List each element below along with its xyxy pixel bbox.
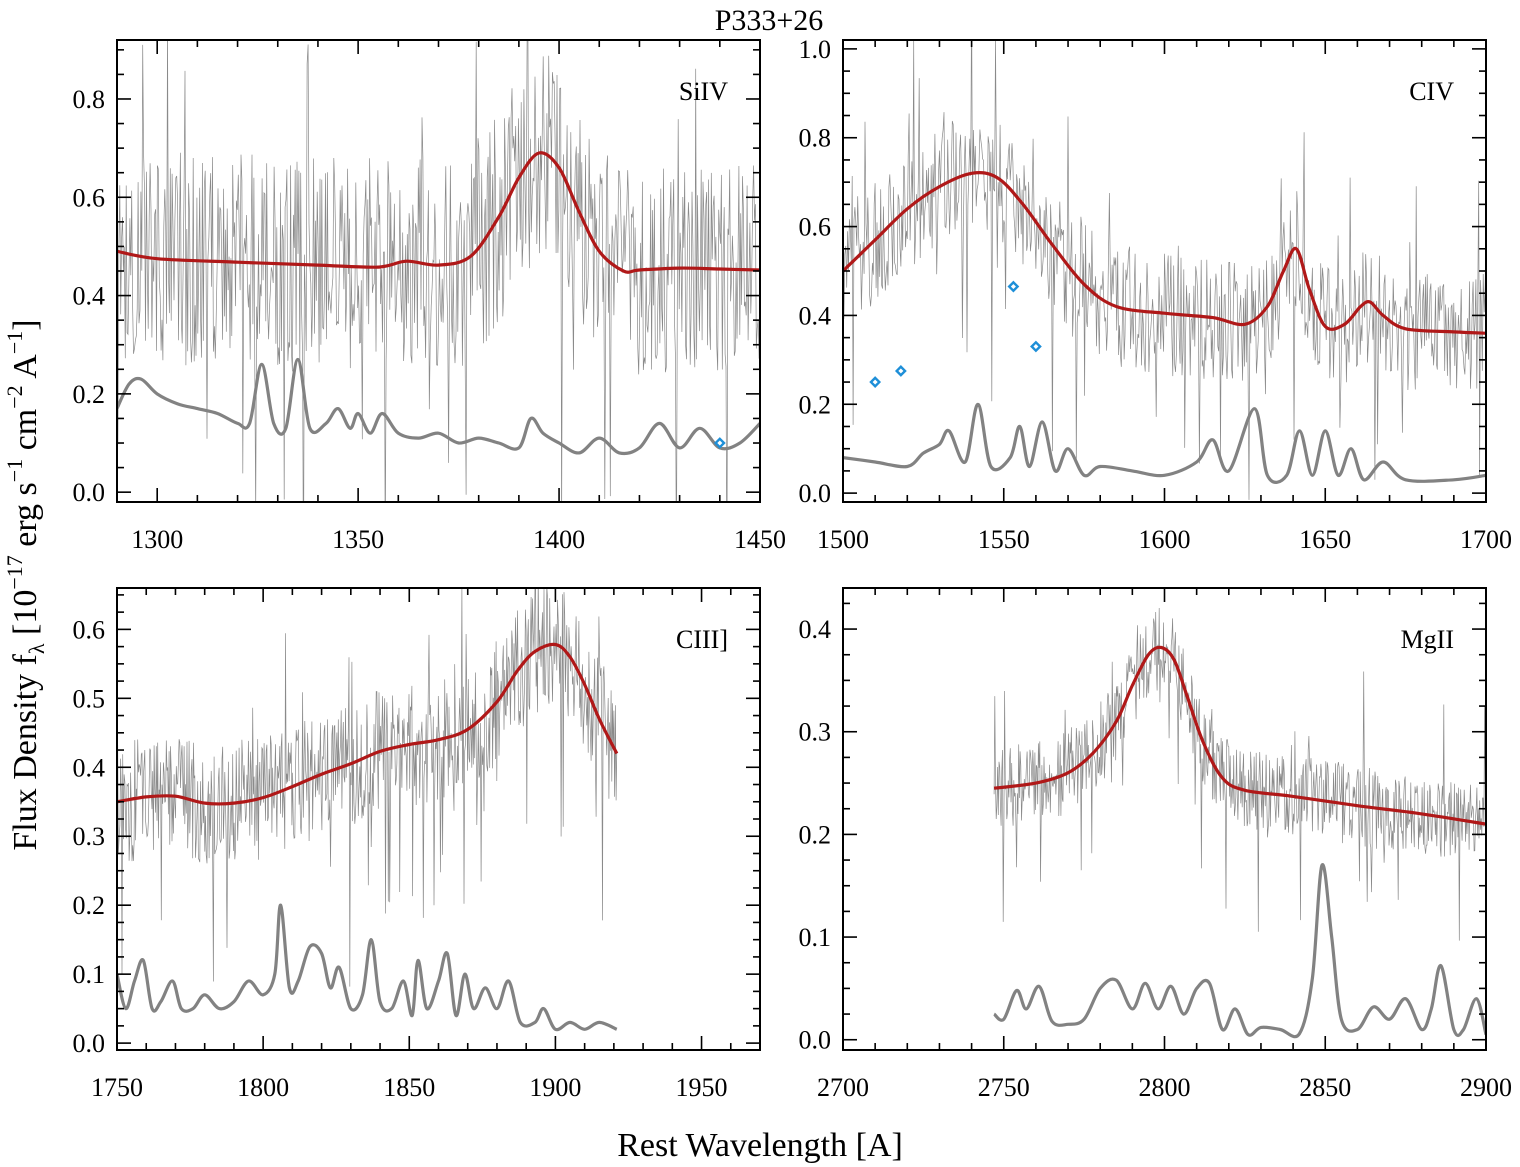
y-tick-label: 0.6	[73, 615, 106, 644]
y-tick-label: 1.0	[799, 35, 832, 64]
panel-frame	[842, 587, 1487, 1051]
x-tick-label: 2800	[1139, 1073, 1191, 1102]
y-axis-title: Flux Density fλ [10−17 erg s−1 cm−2 A−1]	[2, 319, 49, 850]
x-tick-label: 1350	[332, 525, 384, 554]
y-tick-label: 0.5	[73, 684, 106, 713]
y-axis-title-exp2: −1	[2, 459, 27, 482]
y-tick-label: 0.2	[799, 820, 832, 849]
panel-label: MgII	[1401, 625, 1454, 654]
model-fit	[117, 151, 760, 274]
y-axis-title-cm: cm	[7, 409, 44, 459]
observed-spectrum	[117, 40, 760, 502]
x-tick-label: 1400	[533, 525, 585, 554]
x-tick-label: 1800	[237, 1073, 289, 1102]
plot-area	[117, 588, 619, 1032]
masked-point	[894, 365, 907, 377]
y-tick-label: 0.1	[73, 960, 106, 989]
y-axis-title-exp3: −2	[2, 385, 27, 408]
figure-title: P333+26	[715, 4, 824, 37]
panel-label: SiIV	[679, 77, 728, 106]
y-axis-title-close: ]	[7, 319, 44, 330]
y-tick-label: 0.4	[799, 615, 832, 644]
x-tick-label: 1450	[734, 525, 786, 554]
y-axis-title-main: Flux Density f	[7, 653, 44, 850]
y-tick-label: 0.6	[73, 183, 106, 212]
x-tick-label: 2750	[978, 1073, 1030, 1102]
x-tick-label: 1550	[978, 525, 1030, 554]
y-tick-label: 0.4	[73, 282, 106, 311]
y-tick-label: 0.3	[799, 718, 832, 747]
y-tick-label: 0.0	[73, 1029, 106, 1058]
panel-label: CIII]	[676, 625, 728, 654]
x-tick-label: 2900	[1460, 1073, 1512, 1102]
masked-point	[1030, 340, 1042, 353]
model-fit	[843, 171, 1486, 335]
y-axis-title-exp: −17	[2, 555, 27, 589]
panel-2: 1500 1550 1600 1650 1700 0.0 0.2 0.4 0.6 0.8 1.0 CI…	[799, 35, 1513, 554]
plot-area	[993, 607, 1486, 1039]
y-axis-title-erg: erg s	[7, 482, 44, 555]
noise-spectrum	[117, 357, 760, 456]
y-axis-title-a: A	[7, 354, 44, 386]
x-tick-label: 1650	[1299, 525, 1351, 554]
x-tick-label: 1500	[817, 525, 869, 554]
x-tick-label: 1850	[383, 1073, 435, 1102]
masked-point	[1007, 280, 1020, 293]
y-tick-label: 0.1	[799, 923, 832, 952]
model-fit	[993, 645, 1486, 826]
panel-label: CIV	[1409, 77, 1454, 106]
masked-point	[869, 376, 882, 388]
model-fit	[117, 642, 619, 806]
y-axis-title-units: 10	[7, 590, 44, 624]
x-axis-title: Rest Wavelength [A]	[617, 1127, 903, 1164]
x-tick-label: 2700	[817, 1073, 869, 1102]
y-tick-label: 0.3	[73, 822, 106, 851]
y-tick-label: 0.6	[799, 213, 832, 242]
x-tick-label: 1700	[1460, 525, 1512, 554]
x-tick-label: 1950	[676, 1073, 728, 1102]
masked-point	[713, 437, 726, 449]
observed-spectrum	[843, 40, 1486, 500]
y-tick-label: 0.2	[73, 891, 106, 920]
y-tick-label: 0.0	[799, 1026, 832, 1055]
noise-spectrum	[843, 402, 1486, 484]
x-tick-label: 1300	[131, 525, 183, 554]
y-tick-label: 0.2	[73, 380, 106, 409]
y-tick-label: 0.0	[73, 478, 106, 507]
panel-1: 1300 1350 1400 1450 0.0 0.2 0.4 0.6 0.8 SiIV	[73, 39, 786, 554]
y-axis-title-open: [	[7, 624, 44, 635]
panel-3: 1750 1800 1850 1900 1950 0.0 0.1 0.2 0.3 0.4 0.5 0.…	[73, 587, 761, 1102]
plot-area	[117, 40, 760, 502]
plot-area	[843, 40, 1486, 500]
observed-spectrum	[993, 607, 1486, 941]
x-tick-label: 1600	[1139, 525, 1191, 554]
noise-spectrum	[993, 863, 1486, 1039]
y-tick-label: 0.4	[799, 301, 832, 330]
y-axis-title-exp4: −1	[2, 331, 27, 354]
y-tick-label: 0.0	[799, 479, 832, 508]
y-tick-label: 0.8	[799, 124, 832, 153]
x-tick-label: 1900	[529, 1073, 581, 1102]
y-tick-label: 0.8	[73, 85, 106, 114]
x-tick-label: 1750	[91, 1073, 143, 1102]
y-tick-label: 0.2	[799, 390, 832, 419]
panel-4: 2700 2750 2800 2850 2900 0.0 0.1 0.2 0.3 0.4 MgII	[799, 587, 1512, 1102]
noise-spectrum	[117, 903, 618, 1032]
x-tick-label: 2850	[1299, 1073, 1351, 1102]
observed-spectrum	[117, 588, 618, 987]
y-axis-title-space	[7, 635, 44, 644]
y-tick-label: 0.4	[73, 753, 106, 782]
y-axis-title-sub: λ	[24, 643, 49, 654]
